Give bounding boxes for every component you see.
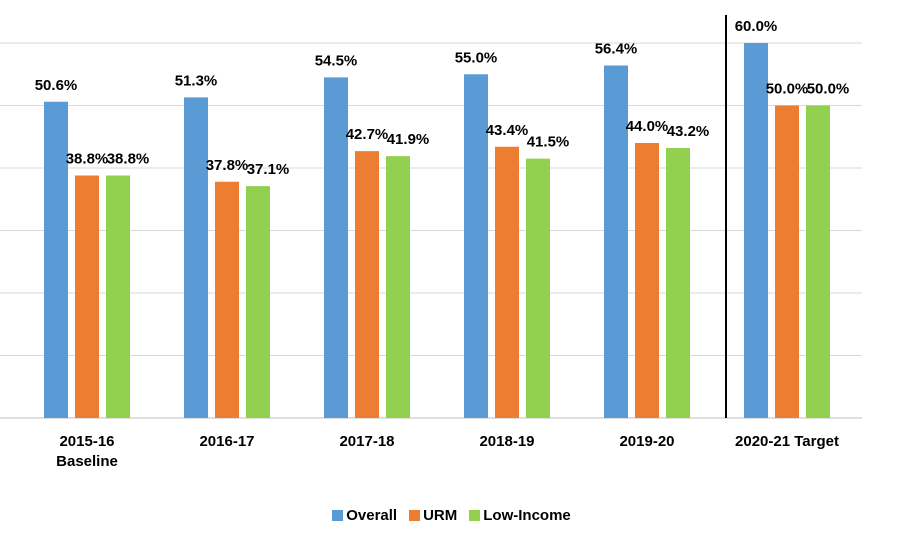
value-label: 50.0% <box>807 81 850 98</box>
legend-swatch <box>332 510 344 521</box>
x-tick-label: 2015-16 Baseline <box>56 433 118 470</box>
x-tick-label: 2019-20 <box>619 433 675 450</box>
bar <box>246 186 270 418</box>
bar <box>464 74 488 418</box>
bar <box>386 156 410 418</box>
bar <box>106 175 130 418</box>
x-tick-label: 2017-18 <box>339 433 395 450</box>
legend: Overall URM Low-Income <box>0 507 903 524</box>
legend-swatch <box>409 510 421 521</box>
legend-label: URM <box>423 507 458 524</box>
bar <box>775 105 799 418</box>
bar <box>604 65 628 418</box>
value-label: 42.7% <box>346 126 389 143</box>
bar <box>75 175 99 418</box>
legend-item: Low-Income <box>469 507 571 524</box>
x-tick-label: 2018-19 <box>479 433 535 450</box>
value-label: 37.1% <box>247 161 290 178</box>
value-label: 60.0% <box>735 18 778 35</box>
value-label: 38.8% <box>66 151 109 168</box>
bar <box>44 101 68 418</box>
legend-label: Overall <box>346 507 398 524</box>
bar <box>526 158 550 418</box>
bar <box>355 151 379 418</box>
value-label: 50.0% <box>766 81 809 98</box>
bar <box>215 181 239 418</box>
bar <box>184 97 208 418</box>
bar <box>806 105 830 418</box>
legend-item: Overall <box>332 507 397 524</box>
value-label: 38.8% <box>107 151 150 168</box>
value-label: 54.5% <box>315 52 358 69</box>
value-label: 55.0% <box>455 49 498 66</box>
bar <box>324 77 348 418</box>
value-label: 43.2% <box>667 123 710 140</box>
value-label: 56.4% <box>595 41 638 58</box>
legend-swatch <box>469 510 481 521</box>
bar <box>666 148 690 418</box>
bar <box>744 43 768 418</box>
bar <box>635 143 659 418</box>
bar <box>495 146 519 418</box>
legend-item: URM <box>409 507 457 524</box>
value-label: 44.0% <box>626 118 669 135</box>
value-label: 43.4% <box>486 122 529 139</box>
legend-label: Low-Income <box>483 507 571 524</box>
value-label: 51.3% <box>175 72 218 89</box>
grid <box>0 42 862 419</box>
value-label: 37.8% <box>206 157 249 174</box>
value-label: 50.6% <box>35 77 78 94</box>
value-label: 41.5% <box>527 134 570 151</box>
x-tick-label: 2020-21 Target <box>735 433 839 450</box>
x-tick-label: 2016-17 <box>199 433 255 450</box>
value-label: 41.9% <box>387 131 430 148</box>
